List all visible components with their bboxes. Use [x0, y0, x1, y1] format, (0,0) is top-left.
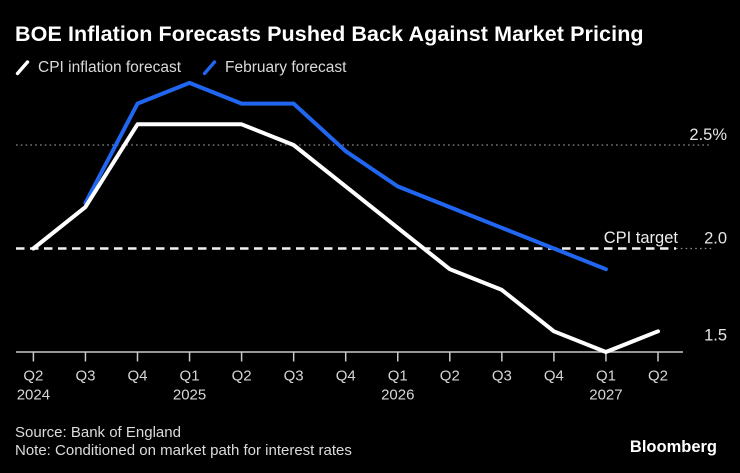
legend-item-february-forecast: February forecast	[202, 59, 346, 77]
line-swatch-icon	[202, 60, 217, 76]
x-tick-label: Q3	[284, 368, 304, 385]
x-tick-label: Q2	[648, 368, 668, 385]
year-label: 2025	[173, 387, 206, 404]
x-tick-label: Q4	[336, 368, 356, 385]
year-label: 2024	[17, 387, 50, 404]
x-tick-label: Q4	[127, 368, 147, 385]
x-tick-label: Q2	[232, 368, 252, 385]
y-axis-label: 1.5	[704, 327, 727, 345]
line-swatch-icon	[15, 60, 30, 76]
bloomberg-logo: Bloomberg	[629, 438, 717, 456]
x-tick-label: Q1	[388, 368, 408, 385]
x-tick-label: Q2	[440, 368, 460, 385]
year-label: 2026	[381, 387, 414, 404]
year-label: 2027	[589, 387, 622, 404]
legend-label: February forecast	[225, 59, 347, 76]
series-line-february-forecast	[83, 80, 608, 272]
y-axis-label: 2.5%	[689, 126, 727, 144]
chart-title: BOE Inflation Forecasts Pushed Back Agai…	[15, 22, 644, 46]
y-axis-label: 2.0	[704, 230, 727, 248]
x-tick-label: Q1	[596, 368, 616, 385]
cpi-target-label: CPI target	[604, 229, 679, 247]
x-tick-label: Q1	[180, 368, 200, 385]
legend-label: CPI inflation forecast	[38, 59, 182, 76]
series-line-cpi-inflation-forecast	[31, 122, 660, 354]
legend-item-cpi-inflation-forecast: CPI inflation forecast	[15, 59, 181, 77]
methodology-note: Note: Conditioned on market path for int…	[15, 442, 352, 459]
x-tick-label: Q3	[75, 368, 95, 385]
source-note: Source: Bank of England	[15, 424, 181, 441]
x-tick-label: Q2	[23, 368, 43, 385]
x-tick-label: Q3	[492, 368, 512, 385]
x-tick-label: Q4	[544, 368, 564, 385]
chart-legend: CPI inflation forecast February forecast	[15, 59, 346, 77]
